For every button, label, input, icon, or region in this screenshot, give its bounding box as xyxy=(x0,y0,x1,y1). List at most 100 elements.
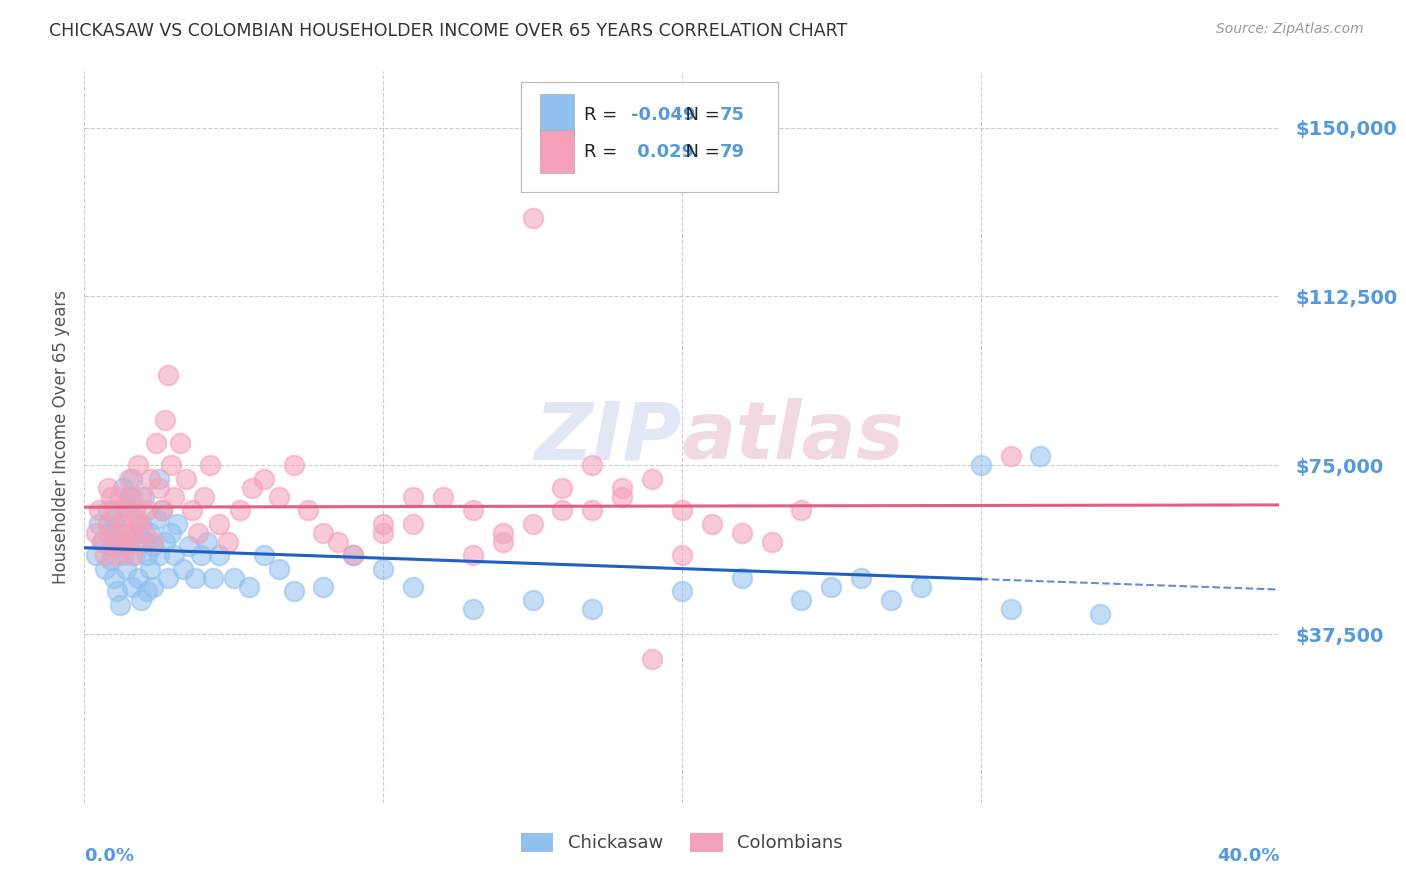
Point xyxy=(820,580,842,594)
Point xyxy=(105,548,128,562)
Point xyxy=(118,490,141,504)
Point xyxy=(136,548,159,562)
Point xyxy=(142,534,165,549)
Point xyxy=(150,503,173,517)
Point xyxy=(461,602,484,616)
Point xyxy=(402,516,425,531)
Point xyxy=(184,571,207,585)
Text: 0.029: 0.029 xyxy=(630,143,693,161)
Point xyxy=(129,490,152,504)
Point xyxy=(121,548,143,562)
Point xyxy=(153,413,176,427)
Point xyxy=(89,503,111,517)
Point xyxy=(142,539,165,553)
Point xyxy=(880,593,903,607)
Point xyxy=(1000,602,1022,616)
FancyBboxPatch shape xyxy=(540,130,575,173)
Point xyxy=(240,481,263,495)
Point xyxy=(612,490,634,504)
Point xyxy=(461,548,484,562)
FancyBboxPatch shape xyxy=(540,94,575,136)
Point xyxy=(208,516,231,531)
Point xyxy=(174,472,197,486)
Point xyxy=(160,525,183,540)
Point xyxy=(121,580,143,594)
Point xyxy=(121,490,143,504)
Point xyxy=(139,472,162,486)
Point xyxy=(283,584,305,599)
Point xyxy=(432,490,454,504)
Point xyxy=(132,534,156,549)
Text: CHICKASAW VS COLOMBIAN HOUSEHOLDER INCOME OVER 65 YEARS CORRELATION CHART: CHICKASAW VS COLOMBIAN HOUSEHOLDER INCOM… xyxy=(49,22,848,40)
Point xyxy=(970,458,993,473)
Point xyxy=(195,534,218,549)
Point xyxy=(97,481,120,495)
Point xyxy=(124,512,146,526)
Point xyxy=(115,503,138,517)
Point xyxy=(297,503,319,517)
Point xyxy=(581,602,603,616)
Point xyxy=(100,539,122,553)
Point xyxy=(100,553,122,567)
Point xyxy=(187,525,209,540)
Point xyxy=(100,490,122,504)
Point xyxy=(253,472,276,486)
Point xyxy=(217,534,239,549)
Point xyxy=(522,593,544,607)
Point xyxy=(671,548,693,562)
Point xyxy=(103,571,125,585)
Point xyxy=(132,525,156,540)
Text: 40.0%: 40.0% xyxy=(1218,847,1279,864)
Text: -0.049: -0.049 xyxy=(630,106,695,124)
Point xyxy=(228,503,252,517)
Point xyxy=(731,571,754,585)
Point xyxy=(190,548,212,562)
Point xyxy=(110,534,132,549)
Point xyxy=(342,548,364,562)
FancyBboxPatch shape xyxy=(520,82,778,192)
Legend: Chickasaw, Colombians: Chickasaw, Colombians xyxy=(513,826,851,860)
Point xyxy=(328,534,350,549)
Point xyxy=(145,512,167,526)
Point xyxy=(342,548,364,562)
Point xyxy=(731,525,754,540)
Point xyxy=(142,580,165,594)
Point xyxy=(160,458,183,473)
Point xyxy=(112,548,135,562)
Point xyxy=(208,548,231,562)
Point xyxy=(172,562,194,576)
Point xyxy=(1000,449,1022,463)
Point xyxy=(132,490,156,504)
Text: 79: 79 xyxy=(720,143,745,161)
Text: Source: ZipAtlas.com: Source: ZipAtlas.com xyxy=(1216,22,1364,37)
Point xyxy=(153,534,176,549)
Point xyxy=(163,490,186,504)
Text: 0.0%: 0.0% xyxy=(84,847,135,864)
Text: N =: N = xyxy=(673,143,725,161)
Point xyxy=(124,503,146,517)
Text: atlas: atlas xyxy=(682,398,904,476)
Point xyxy=(612,481,634,495)
Point xyxy=(1090,607,1112,621)
Point xyxy=(851,571,873,585)
Point xyxy=(118,534,141,549)
Point xyxy=(671,584,693,599)
Point xyxy=(121,472,143,486)
Point xyxy=(551,503,574,517)
Point xyxy=(115,499,138,513)
Point xyxy=(201,571,224,585)
Point xyxy=(267,562,290,576)
Point xyxy=(127,571,149,585)
Point xyxy=(129,516,152,531)
Point xyxy=(145,435,167,450)
Point xyxy=(112,481,135,495)
Point xyxy=(148,548,170,562)
Point xyxy=(124,534,146,549)
Point xyxy=(181,503,204,517)
Point xyxy=(373,516,395,531)
Point xyxy=(115,539,138,553)
Point xyxy=(86,548,108,562)
Point xyxy=(790,593,813,607)
Point xyxy=(522,211,544,225)
Point xyxy=(129,593,152,607)
